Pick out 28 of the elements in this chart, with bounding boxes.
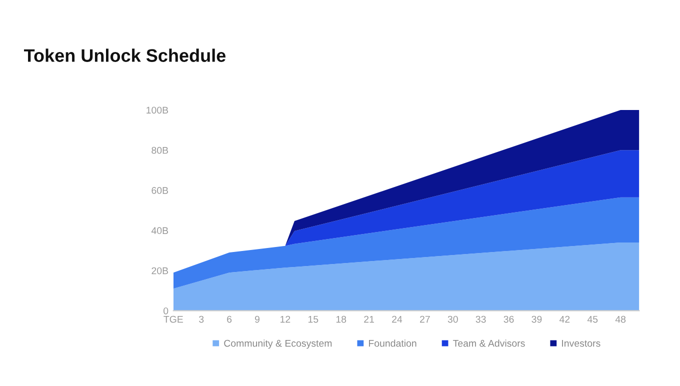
y-tick-label: 80B	[152, 146, 168, 154]
x-tick-label: 12	[280, 316, 290, 323]
y-tick-label: 40B	[151, 227, 168, 234]
x-tick-label: 27	[420, 316, 430, 323]
x-tick-label: 39	[532, 316, 542, 323]
x-tick-label: TGE	[164, 316, 183, 323]
x-tick-label: 3	[199, 316, 204, 323]
y-tick-label: 100B	[146, 106, 168, 114]
legend-label: Foundation	[368, 340, 416, 347]
x-tick-label: 33	[476, 316, 486, 323]
legend-label: Investors	[562, 340, 600, 347]
y-tick-label: 60B	[152, 187, 168, 194]
y-tick-label: 20B	[152, 267, 168, 274]
legend-label: Team & Advisors	[453, 340, 525, 347]
chart-title: Token Unlock Schedule	[24, 48, 226, 62]
x-tick-label: 45	[587, 316, 598, 323]
x-tick-label: 24	[392, 316, 402, 323]
x-tick-label: 48	[615, 316, 626, 323]
x-tick-label: 9	[254, 316, 260, 323]
x-tick-label: 36	[504, 316, 514, 323]
x-tick-label: 42	[559, 316, 570, 323]
x-tick-label: 21	[364, 316, 374, 323]
y-tick-label: 0	[164, 307, 168, 314]
legend-label: Community & Ecosystem	[224, 340, 332, 349]
x-tick-label: 18	[336, 316, 346, 323]
x-tick-label: 30	[448, 316, 458, 323]
x-tick-label: 15	[308, 316, 318, 323]
x-tick-label: 6	[227, 316, 232, 323]
